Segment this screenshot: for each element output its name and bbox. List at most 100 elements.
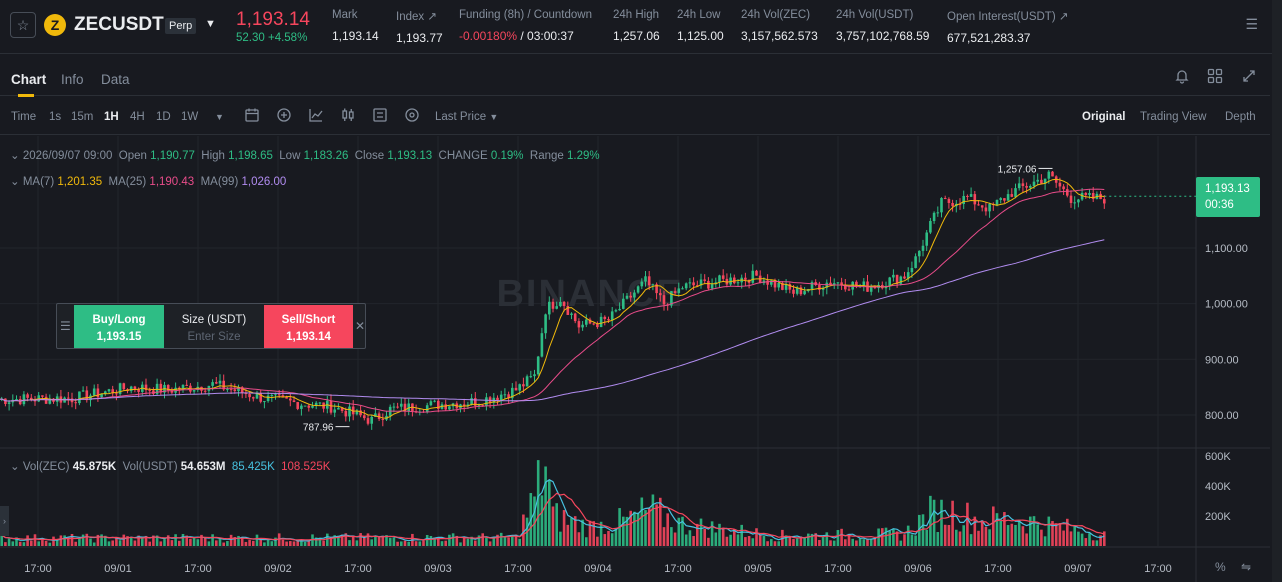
candle-body	[847, 289, 851, 291]
volume-bar	[655, 504, 658, 546]
add-indicator-icon[interactable]	[276, 107, 292, 126]
chart-settings-icon[interactable]	[372, 107, 388, 126]
time-tick-label: 09/03	[424, 563, 452, 575]
candle-body	[533, 374, 536, 377]
layout-grid-icon[interactable]	[1207, 68, 1223, 89]
candle-body	[270, 394, 274, 396]
expand-panel-icon[interactable]: ›	[0, 506, 9, 536]
volume-bar	[592, 521, 595, 546]
volume-bar	[170, 540, 174, 546]
candle-body	[363, 415, 366, 419]
sell-short-button[interactable]: Sell/Short 1,193.14	[264, 305, 353, 348]
volume-bar	[777, 541, 780, 546]
more-menu-icon[interactable]: ☰	[1245, 16, 1258, 32]
volume-bar	[329, 536, 333, 546]
price-chart[interactable]: BINANCE 1,100.00 1,000.00 900.00 800.00 600K…	[0, 136, 1270, 582]
collapse-legend-icon[interactable]: ⌄	[10, 150, 20, 162]
price-type-select[interactable]: Last Price ▼	[435, 111, 498, 123]
candle-body	[481, 405, 484, 407]
candle-body	[588, 319, 592, 324]
candle-body	[1103, 199, 1106, 204]
size-input[interactable]: Size (USDT) Enter Size	[165, 305, 263, 348]
candle-body	[607, 319, 610, 321]
more-intervals-icon[interactable]: ▼	[215, 112, 224, 122]
collapse-ma-icon[interactable]: ⌄	[10, 176, 20, 188]
candle-body	[873, 287, 877, 289]
symbol-dropdown-icon[interactable]: ▼	[205, 18, 216, 30]
buy-price: 1,193.15	[96, 331, 142, 343]
volume-bar	[1054, 523, 1058, 546]
candle-body	[818, 285, 821, 290]
interval-1s[interactable]: 1s	[49, 111, 62, 123]
tab-data[interactable]: Data	[101, 72, 130, 87]
candle-body	[403, 403, 407, 412]
volume-bar	[26, 535, 29, 546]
interval-4h[interactable]: 4H	[130, 111, 145, 123]
buy-long-button[interactable]: Buy/Long 1,193.15	[74, 305, 164, 348]
candle-body	[400, 403, 403, 407]
indicators-icon[interactable]	[308, 107, 324, 126]
fullscreen-icon[interactable]	[1241, 68, 1257, 89]
interval-1w[interactable]: 1W	[181, 111, 199, 123]
candle-body	[203, 390, 207, 392]
candle-body	[333, 409, 336, 413]
tab-info[interactable]: Info	[61, 72, 84, 87]
time-label[interactable]: Time	[11, 111, 37, 123]
volume-bar	[603, 534, 607, 546]
candle-body	[529, 376, 533, 378]
candle-body	[947, 198, 951, 203]
interval-1h[interactable]: 1H	[104, 111, 119, 123]
bell-icon[interactable]	[1174, 68, 1190, 89]
volume-bar	[747, 536, 751, 546]
calendar-icon[interactable]	[244, 107, 260, 126]
candle-body	[692, 282, 695, 286]
volume-bar	[551, 506, 555, 546]
drawing-tools-icon[interactable]	[404, 107, 420, 126]
volume-ma2-line	[0, 492, 1105, 541]
interval-1d[interactable]: 1D	[156, 111, 171, 123]
percent-scale-icon[interactable]: %	[1215, 560, 1226, 574]
view-depth[interactable]: Depth	[1225, 111, 1256, 123]
volume-bar	[359, 533, 362, 546]
candle-body	[26, 394, 29, 398]
candle-body	[115, 393, 118, 395]
view-trading-view[interactable]: Trading View	[1140, 111, 1207, 123]
volume-bar	[1073, 525, 1076, 546]
close-icon[interactable]: ✕	[355, 319, 366, 333]
candle-body	[977, 204, 980, 206]
favorite-star-icon[interactable]: ☆	[10, 12, 36, 38]
collapse-volume-icon[interactable]: ⌄	[10, 461, 20, 473]
volume-bar	[622, 516, 625, 546]
auto-scale-icon[interactable]: ⇋	[1241, 560, 1252, 574]
candle-body	[596, 324, 599, 328]
volume-bar	[751, 538, 755, 546]
vol-zec-value: 45.875K	[72, 461, 117, 473]
volume-bar	[1095, 540, 1099, 546]
drag-handle-icon[interactable]: ☰	[60, 319, 71, 333]
view-original[interactable]: Original	[1082, 111, 1126, 123]
interval-15m[interactable]: 15m	[71, 111, 94, 123]
page-scrollbar[interactable]	[1272, 0, 1282, 582]
volume-bar	[899, 540, 903, 546]
volume-bar	[1040, 529, 1043, 546]
ma99-label: MA(99)	[200, 176, 239, 188]
size-label: Size (USDT)	[181, 314, 247, 326]
sell-price: 1,193.14	[286, 331, 331, 343]
volume-bar	[448, 534, 451, 546]
volume-bar	[548, 479, 551, 546]
volume-bar	[692, 536, 695, 546]
candle-body	[522, 384, 525, 387]
symbol-name[interactable]: ZECUSDT	[74, 14, 164, 35]
candle-body	[1040, 179, 1043, 184]
volume-bar	[792, 539, 795, 546]
volume-bar	[429, 536, 433, 546]
candle-body	[74, 402, 77, 404]
chart-type-candle-icon[interactable]	[340, 107, 356, 126]
tab-chart[interactable]: Chart	[11, 72, 47, 97]
stat-value: 1,193.77	[396, 31, 443, 45]
volume-bar	[115, 537, 118, 546]
volume-bar	[929, 495, 932, 546]
stat-value: 1,193.14	[332, 29, 379, 43]
volume-bar	[703, 528, 706, 546]
candle-body	[41, 395, 44, 397]
